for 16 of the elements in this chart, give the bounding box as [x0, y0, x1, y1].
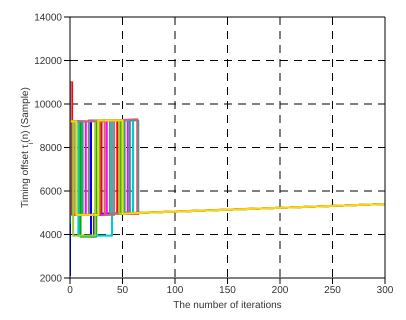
x-tick-label: 0 — [67, 285, 74, 296]
x-tick-label: 300 — [376, 285, 394, 296]
y-tick-label: 14000 — [34, 12, 62, 24]
y-tick-label: 8000 — [40, 143, 62, 154]
x-tick-label: 100 — [166, 285, 184, 296]
x-tick-label: 250 — [324, 285, 342, 296]
x-axis-title: The number of iterations — [173, 300, 282, 311]
line-series — [70, 119, 385, 216]
y-tick-label: 6000 — [40, 186, 62, 198]
x-tick-label: 150 — [219, 285, 236, 296]
x-tick-label: 50 — [116, 285, 128, 296]
y-tick-label: 10000 — [34, 100, 62, 111]
y-tick-label: 2000 — [40, 274, 62, 285]
y-tick-label: 4000 — [40, 230, 62, 242]
x-tick-label: 200 — [272, 285, 289, 296]
y-tick-label: 12000 — [34, 56, 62, 68]
